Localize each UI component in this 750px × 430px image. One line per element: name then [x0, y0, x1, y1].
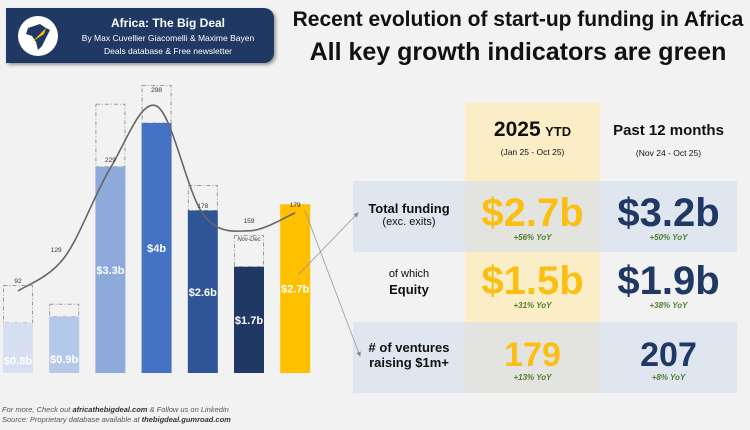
label-main: Total funding: [368, 201, 450, 216]
count-label: 229: [105, 157, 116, 164]
bar-0: [3, 323, 33, 373]
label-main: Equity: [389, 282, 429, 297]
ltm-period: (Nov 24 - Oct 25): [635, 148, 702, 158]
row-label-total-funding: Total funding (exc. exits): [353, 201, 465, 228]
label-main: # of ventures: [368, 340, 450, 355]
bar-4: [187, 210, 218, 373]
bar-2: [95, 166, 126, 373]
count-label: 298: [151, 87, 162, 94]
bar-5: [234, 266, 264, 373]
label-sub: (exc. exits): [382, 216, 436, 228]
banner-authors: By Max Cuvellier Giacomelli & Maxime Bay…: [81, 33, 255, 43]
page-subtitle: All key growth indicators are green: [309, 38, 727, 66]
ltm-total-funding: $3.2b +50% YoY: [600, 193, 737, 242]
gumroad-link[interactable]: thebigdeal.gumroad.com: [141, 415, 231, 424]
count-label: 129: [51, 247, 62, 254]
value: 179: [504, 336, 561, 374]
footer-text: For more, Check out: [2, 405, 73, 414]
yoy-change: +13% YoY: [513, 373, 552, 382]
footer-text: & Follow us on Linkedin: [147, 405, 229, 414]
ytd-equity: $1.5b +31% YoY: [465, 261, 600, 310]
page-title: Recent evolution of start-up funding in …: [292, 8, 744, 31]
value: 207: [640, 336, 697, 374]
count-label: 178: [197, 203, 208, 210]
yoy-change: +8% YoY: [651, 373, 686, 382]
banner-title: Africa: The Big Deal: [110, 16, 226, 30]
ytd-suffix: YTD: [545, 124, 572, 139]
full-year-box: [49, 303, 80, 318]
bar-value-label: $2.6b: [189, 287, 217, 299]
header-12m: Past 12 months (Nov 24 - Oct 25): [600, 122, 737, 158]
ltm-equity: $1.9b +38% YoY: [600, 261, 737, 310]
value: $1.9b: [617, 259, 720, 303]
row-label-equity: of which Equity: [353, 268, 465, 297]
bar-3: [141, 123, 172, 373]
yoy-change: +38% YoY: [649, 301, 688, 310]
label-main: raising $1m+: [369, 355, 449, 370]
ytd-total-funding: $2.7b +56% YoY: [465, 193, 600, 242]
bar-value-label: $0.8b: [4, 356, 32, 368]
bar-value-label: $3.3b: [96, 265, 124, 277]
ltm-title: Past 12 months: [613, 122, 724, 139]
funding-chart: $0.8bJan-Oct2019$0.9bJan-Oct2020$3.3bJan…: [3, 85, 311, 373]
header-ytd: 2025 YTD (Jan 25 - Oct 25): [465, 118, 600, 157]
value: $1.5b: [481, 259, 584, 303]
brand-banner: Africa: The Big Deal By Max Cuvellier Gi…: [6, 8, 274, 63]
row-label-ventures: # of ventures raising $1m+: [353, 340, 465, 370]
yoy-change: +31% YoY: [513, 301, 552, 310]
ventures-count-line: [17, 104, 296, 292]
ytd-ventures: 179 +13% YoY: [465, 337, 600, 382]
bar-value-label: $0.9b: [50, 354, 78, 366]
bar-value-label: $1.7b: [235, 315, 263, 327]
footer-line-1: For more, Check out africathebigdeal.com…: [2, 405, 229, 414]
footer-text: Source: Proprietary database available a…: [2, 415, 142, 424]
footer-line-2: Source: Proprietary database available a…: [2, 415, 231, 424]
website-link[interactable]: africathebigdeal.com: [72, 405, 148, 414]
ytd-year: 2025: [493, 118, 541, 141]
bar-value-label: $2.7b: [281, 284, 309, 296]
bar-1: [49, 316, 80, 373]
count-label: 159: [244, 218, 255, 225]
yoy-change: +50% YoY: [649, 233, 688, 242]
yoy-change: +56% YoY: [513, 233, 552, 242]
label-sub: of which: [388, 268, 430, 280]
row-band-ventures: [353, 322, 737, 393]
full-year-box: [3, 285, 33, 324]
africa-rocket-logo: [18, 16, 58, 56]
count-label: 179: [290, 202, 301, 209]
ytd-period: (Jan 25 - Oct 25): [500, 147, 565, 157]
row-band-total-funding: [353, 181, 737, 252]
nov-dec-annotation: Nov-Dec: [237, 237, 260, 243]
bar-value-label: $4b: [147, 243, 166, 255]
banner-tagline: Deals database & Free newsletter: [103, 46, 233, 56]
value: $2.7b: [481, 191, 584, 235]
ltm-ventures: 207 +8% YoY: [600, 337, 737, 382]
value: $3.2b: [617, 191, 720, 235]
count-label: 92: [14, 278, 22, 285]
